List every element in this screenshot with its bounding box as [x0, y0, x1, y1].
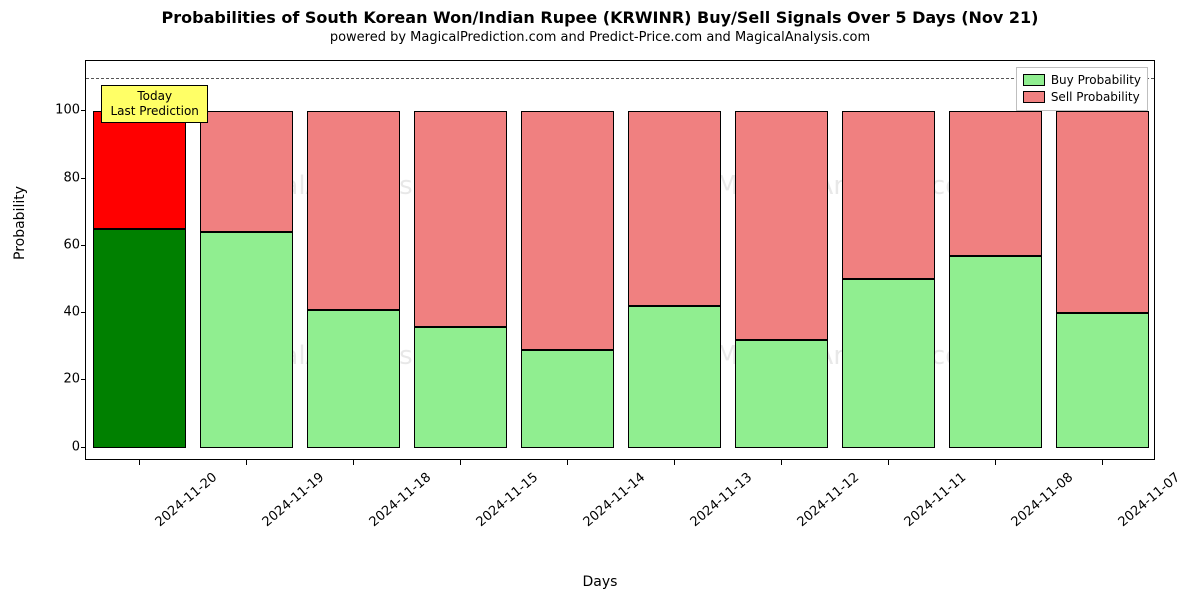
legend-row-sell: Sell Probability — [1023, 89, 1141, 106]
xtick-mark — [246, 460, 247, 465]
bar-sell — [842, 111, 934, 279]
xtick-label: 2024-11-20 — [152, 470, 220, 530]
legend-label-sell: Sell Probability — [1051, 89, 1140, 106]
bar-buy — [93, 229, 185, 447]
annotation-line1: Today — [110, 89, 198, 104]
xtick-label: 2024-11-07 — [1115, 470, 1183, 530]
annotation-today: TodayLast Prediction — [101, 85, 207, 123]
ytick-label: 60 — [10, 237, 80, 252]
bar-sell — [307, 111, 399, 309]
legend-swatch-buy — [1023, 74, 1045, 86]
bar-buy — [1056, 313, 1148, 447]
bar-sell — [1056, 111, 1148, 313]
figure: Probabilities of South Korean Won/Indian… — [0, 0, 1200, 600]
xtick-mark — [1102, 460, 1103, 465]
xtick-mark — [353, 460, 354, 465]
bar-sell — [200, 111, 292, 232]
xtick-label: 2024-11-19 — [259, 470, 327, 530]
bar-sell — [414, 111, 506, 326]
bar-buy — [307, 310, 399, 448]
ytick-label: 100 — [10, 103, 80, 118]
ytick-label: 40 — [10, 305, 80, 320]
xtick-label: 2024-11-14 — [580, 470, 648, 530]
ytick-mark — [81, 110, 86, 111]
xtick-mark — [995, 460, 996, 465]
bar-sell — [521, 111, 613, 350]
bar-sell — [949, 111, 1041, 256]
bar-buy — [842, 279, 934, 447]
bar-buy — [628, 306, 720, 447]
xtick-label: 2024-11-15 — [473, 470, 541, 530]
xtick-mark — [781, 460, 782, 465]
x-axis-label: Days — [0, 574, 1200, 590]
xtick-label: 2024-11-08 — [1008, 470, 1076, 530]
bar-buy — [200, 232, 292, 447]
bar-sell — [735, 111, 827, 340]
xtick-mark — [567, 460, 568, 465]
legend-row-buy: Buy Probability — [1023, 72, 1141, 89]
legend-swatch-sell — [1023, 91, 1045, 103]
xtick-mark — [674, 460, 675, 465]
xtick-label: 2024-11-13 — [687, 470, 755, 530]
xtick-label: 2024-11-12 — [794, 470, 862, 530]
ytick-label: 20 — [10, 372, 80, 387]
ytick-mark — [81, 312, 86, 313]
xtick-mark — [888, 460, 889, 465]
chart-title: Probabilities of South Korean Won/Indian… — [0, 8, 1200, 27]
ytick-mark — [81, 447, 86, 448]
annotation-line2: Last Prediction — [110, 104, 198, 119]
ytick-label: 80 — [10, 170, 80, 185]
xtick-label: 2024-11-18 — [366, 470, 434, 530]
ytick-mark — [81, 178, 86, 179]
bar-sell — [628, 111, 720, 306]
bar-buy — [735, 340, 827, 448]
legend-label-buy: Buy Probability — [1051, 72, 1141, 89]
xtick-mark — [460, 460, 461, 465]
xtick-label: 2024-11-11 — [901, 470, 969, 530]
bar-buy — [414, 327, 506, 448]
chart-subtitle: powered by MagicalPrediction.com and Pre… — [0, 30, 1200, 45]
legend: Buy ProbabilitySell Probability — [1016, 67, 1148, 111]
ytick-label: 0 — [10, 439, 80, 454]
xtick-mark — [139, 460, 140, 465]
bar-buy — [949, 256, 1041, 448]
plot-area: MagicalAnalysis.comMagicalAnalysis.comMa… — [85, 60, 1155, 460]
hline-threshold — [86, 78, 1154, 79]
bar-buy — [521, 350, 613, 447]
ytick-mark — [81, 245, 86, 246]
ytick-mark — [81, 379, 86, 380]
bar-sell — [93, 111, 185, 229]
